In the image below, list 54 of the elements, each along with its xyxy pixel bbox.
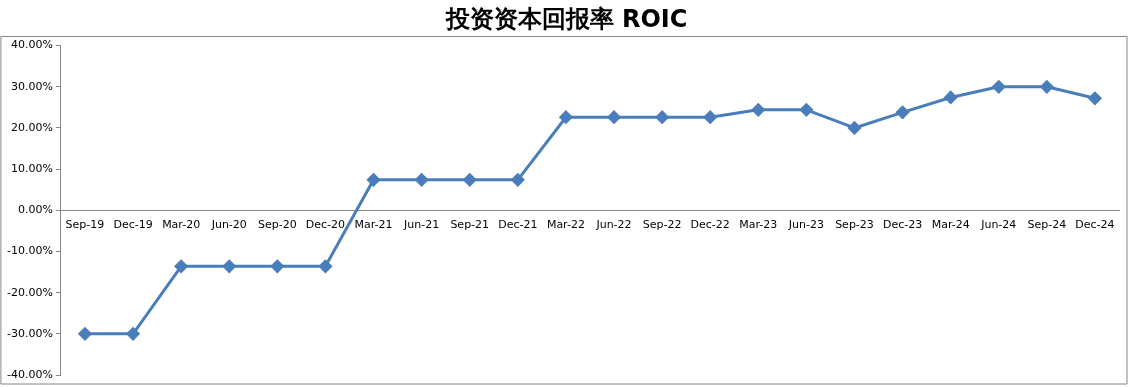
- point: [944, 90, 958, 104]
- y-tick-label: 30.00%: [10, 79, 53, 93]
- x-tick-label: Mar-24: [931, 217, 970, 231]
- y-tick-label: 40.00%: [10, 38, 53, 52]
- y-tick-label: -10.00%: [6, 244, 53, 258]
- chart-title: 投资资本回报率 ROIC: [444, 4, 689, 35]
- x-tick-label: Dec-19: [113, 217, 153, 231]
- x-tick-label: Dec-23: [882, 217, 923, 231]
- x-tick-label: Sep-23: [835, 217, 874, 231]
- x-tick-label: Jun-22: [595, 217, 632, 231]
- point: [655, 110, 669, 124]
- x-tick-label: Sep-21: [450, 217, 490, 231]
- point: [511, 173, 525, 187]
- y-tick-label: 10.00%: [10, 161, 53, 175]
- point: [270, 259, 284, 273]
- point: [463, 173, 477, 187]
- point: [799, 103, 813, 117]
- point: [1088, 91, 1102, 105]
- point: [126, 327, 140, 341]
- point: [78, 327, 92, 341]
- point: [607, 110, 621, 124]
- x-tick-label: Dec-20: [305, 217, 346, 231]
- y-tick-label: -40.00%: [6, 367, 53, 381]
- point: [751, 103, 765, 117]
- x-tick-label: Sep-24: [1027, 217, 1067, 231]
- x-tick-label: Mar-20: [162, 217, 201, 231]
- y-tick-label: 0.00%: [17, 203, 53, 217]
- x-tick-label: Mar-21: [354, 217, 393, 231]
- point: [415, 173, 429, 187]
- point: [222, 259, 236, 273]
- y-tick-label: 20.00%: [10, 120, 53, 134]
- x-tick-label: Mar-23: [739, 217, 778, 231]
- point: [896, 105, 910, 119]
- point: [847, 121, 861, 135]
- x-tick-label: Jun-21: [403, 217, 440, 231]
- point: [1040, 80, 1054, 94]
- point: [174, 259, 188, 273]
- x-tick-label: Dec-21: [498, 217, 538, 231]
- x-tick-label: Sep-20: [257, 217, 297, 231]
- x-tick-label: Jun-24: [980, 217, 1017, 231]
- x-tick-label: Dec-22: [690, 217, 730, 231]
- x-tick-label: Jun-23: [787, 217, 824, 231]
- y-tick-label: -30.00%: [6, 326, 53, 340]
- point: [703, 110, 717, 124]
- x-tick-label: Dec-24: [1075, 217, 1115, 231]
- point: [992, 80, 1006, 94]
- y-tick-label: -20.00%: [6, 285, 53, 299]
- x-tick-label: Sep-19: [65, 217, 105, 231]
- x-tick-label: Jun-20: [210, 217, 247, 231]
- x-tick-label: Mar-22: [546, 217, 585, 231]
- point: [367, 173, 381, 187]
- point: [318, 259, 332, 273]
- point: [559, 110, 573, 124]
- x-tick-label: Sep-22: [642, 217, 682, 231]
